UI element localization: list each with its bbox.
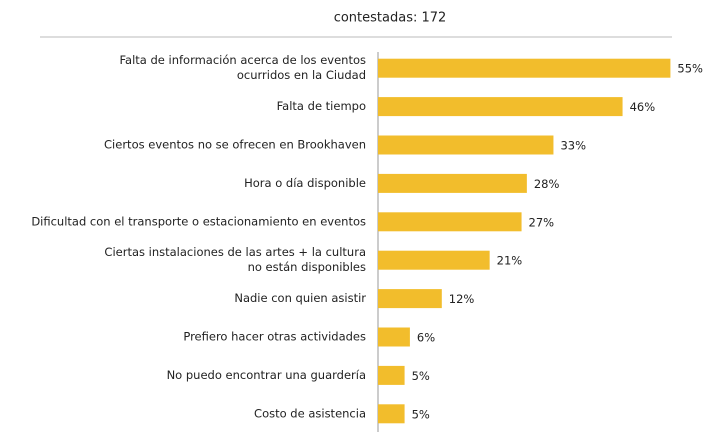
value-label: 5% <box>412 407 430 421</box>
value-label: 55% <box>677 62 703 76</box>
value-label: 27% <box>529 215 555 229</box>
category-label: Nadie con quien asistir <box>234 291 366 305</box>
value-label: 21% <box>497 254 523 268</box>
bar <box>378 250 490 270</box>
value-label: 28% <box>534 177 560 191</box>
category-label: Ciertas instalaciones de las artes + la … <box>104 245 366 259</box>
category-label: Hora o día disponible <box>244 176 366 190</box>
category-label: Falta de información acerca de los event… <box>119 53 366 67</box>
bar <box>378 58 671 78</box>
category-label: Prefiero hacer otras actividades <box>183 330 366 344</box>
category-label: Dificultad con el transporte o estaciona… <box>31 214 366 228</box>
category-label: No puedo encontrar una guardería <box>167 368 366 382</box>
bar <box>378 289 442 309</box>
bar <box>378 173 527 193</box>
category-label: Falta de tiempo <box>277 99 366 113</box>
bar <box>378 404 405 424</box>
bar <box>378 327 410 347</box>
bar <box>378 135 554 155</box>
value-label: 6% <box>417 331 435 345</box>
bar <box>378 365 405 385</box>
value-label: 12% <box>449 292 475 306</box>
chart-title: contestadas: 172 <box>334 11 447 26</box>
value-label: 46% <box>630 100 656 114</box>
bar <box>378 97 623 117</box>
category-label: no están disponibles <box>248 260 366 274</box>
bar <box>378 212 522 232</box>
category-label: ocurridos en la Ciudad <box>237 68 366 82</box>
category-label: Ciertos eventos no se ofrecen en Brookha… <box>104 138 366 152</box>
category-label: Costo de asistencia <box>254 406 366 420</box>
value-label: 33% <box>560 139 586 153</box>
value-label: 5% <box>412 369 430 383</box>
